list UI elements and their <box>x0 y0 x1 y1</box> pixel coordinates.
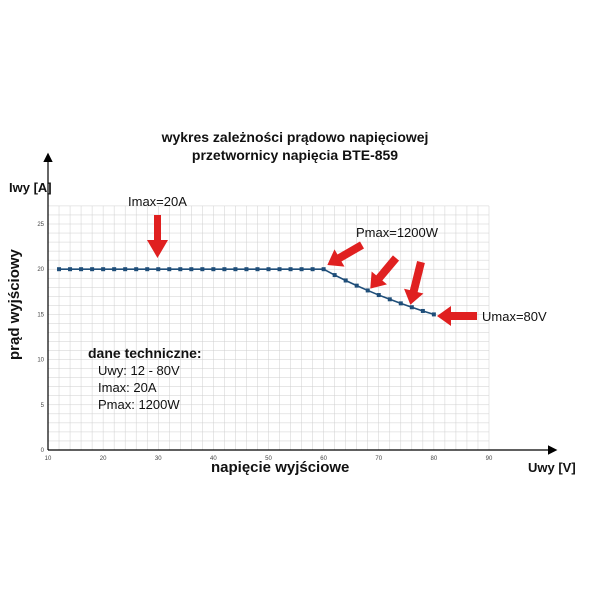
tech-specs: dane techniczne: Uwy: 12 - 80V Imax: 20A… <box>88 345 202 413</box>
data-point <box>420 308 425 313</box>
data-point <box>321 267 326 272</box>
data-point <box>299 267 304 272</box>
data-point <box>145 267 150 272</box>
annotation-arrows <box>147 215 477 326</box>
x-tick-label: 80 <box>431 456 438 462</box>
arrow-pmax-3 <box>404 261 425 305</box>
x-tick-label: 20 <box>100 456 107 462</box>
data-point <box>409 305 414 310</box>
data-point <box>398 301 403 306</box>
x-tick-label: 60 <box>320 456 327 462</box>
data-point <box>156 267 161 272</box>
chart-title-line1: wykres zależności prądowo napięciowej <box>161 129 429 145</box>
chart-title-line2: przetwornicy napięcia BTE-859 <box>191 147 399 163</box>
data-point <box>376 293 381 298</box>
data-point <box>123 267 128 272</box>
pmax-annotation: Pmax=1200W <box>356 225 439 240</box>
data-point <box>178 267 183 272</box>
y-tick-label: 10 <box>37 358 44 364</box>
data-point <box>343 278 348 283</box>
x-tick-label: 40 <box>210 456 217 462</box>
arrow-umax <box>437 306 477 326</box>
y-axis-title: prąd wyjściowy <box>6 249 23 360</box>
data-point <box>167 267 172 272</box>
data-point <box>255 267 260 272</box>
data-point <box>101 267 106 272</box>
series <box>57 267 436 317</box>
x-tick-label: 90 <box>486 456 493 462</box>
x-tick-label: 50 <box>265 456 272 462</box>
arrow-pmax-1 <box>327 241 364 267</box>
data-point <box>244 267 249 272</box>
y-tick-label: 0 <box>41 448 45 454</box>
data-point <box>332 273 337 278</box>
arrow-pmax-2 <box>370 255 400 289</box>
y-tick-label: 15 <box>37 312 44 318</box>
data-point <box>112 267 117 272</box>
x-unit-label: Uwy [V] <box>528 460 576 475</box>
data-point <box>365 288 370 293</box>
data-point <box>79 267 84 272</box>
data-point <box>266 267 271 272</box>
axes <box>43 152 558 455</box>
data-point <box>222 267 227 272</box>
tech-spec-uwy: Uwy: 12 - 80V <box>98 363 180 378</box>
x-axis-title: napięcie wyjściowe <box>211 459 350 476</box>
tech-spec-imax: Imax: 20A <box>98 380 157 395</box>
y-tick-label: 20 <box>37 267 44 273</box>
data-point <box>354 283 359 288</box>
data-point <box>211 267 216 272</box>
y-unit-label: Iwy [A] <box>9 180 52 195</box>
data-point <box>134 267 139 272</box>
x-tick-label: 30 <box>155 456 162 462</box>
data-point <box>288 267 293 272</box>
data-point <box>90 267 95 272</box>
y-tick-label: 5 <box>41 403 45 409</box>
data-point <box>277 267 282 272</box>
data-point <box>310 267 315 272</box>
data-point <box>57 267 62 272</box>
tech-spec-pmax: Pmax: 1200W <box>98 397 180 412</box>
data-point <box>431 312 436 317</box>
data-point <box>387 297 392 302</box>
grid <box>48 205 490 450</box>
data-point <box>189 267 194 272</box>
data-point <box>200 267 205 272</box>
data-point <box>233 267 238 272</box>
tech-specs-heading: dane techniczne: <box>88 345 202 361</box>
arrow-imax <box>147 215 168 258</box>
umax-annotation: Umax=80V <box>482 309 547 324</box>
x-tick-label: 10 <box>45 456 52 462</box>
tick-labels: 10 20 30 40 50 60 70 80 90 0 5 10 15 20 25 <box>37 222 493 462</box>
imax-annotation: Imax=20A <box>128 194 187 209</box>
x-tick-label: 70 <box>375 456 382 462</box>
y-tick-label: 25 <box>37 222 44 228</box>
data-point <box>68 267 73 272</box>
